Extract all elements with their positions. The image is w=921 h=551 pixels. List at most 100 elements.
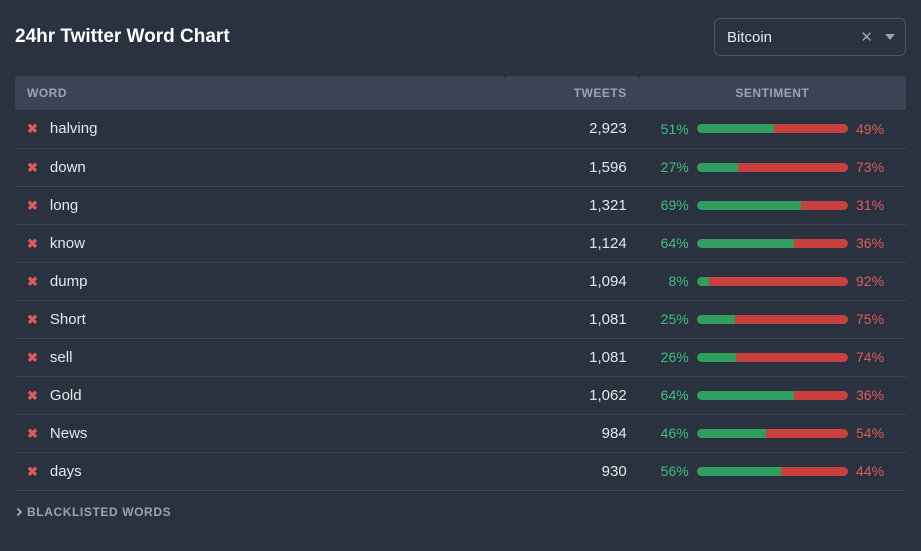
word-text: Short xyxy=(50,311,86,328)
word-cell: ✖ know xyxy=(15,224,505,262)
word-cell: ✖down xyxy=(15,148,505,186)
page-title: 24hr Twitter Word Chart xyxy=(15,26,230,48)
word-cell: ✖ sell xyxy=(15,338,505,376)
word-text: sell xyxy=(50,349,73,366)
word-text: halving xyxy=(50,120,98,137)
tweets-count: 930 xyxy=(505,452,639,490)
negative-percent: 74% xyxy=(856,349,894,365)
positive-percent: 64% xyxy=(651,235,689,251)
column-header-sentiment[interactable]: SENTIMENT xyxy=(639,76,906,110)
sentiment-cell: 51%49% xyxy=(639,110,906,148)
negative-percent: 44% xyxy=(856,463,894,479)
sentiment-bar xyxy=(697,467,848,476)
header-bar: 24hr Twitter Word Chart Bitcoin ✕ xyxy=(15,18,906,56)
negative-percent: 75% xyxy=(856,311,894,327)
positive-percent: 26% xyxy=(651,349,689,365)
negative-percent: 54% xyxy=(856,425,894,441)
tweets-count: 1,124 xyxy=(505,224,639,262)
positive-percent: 69% xyxy=(651,197,689,213)
word-cell: ✖ long xyxy=(15,186,505,224)
remove-word-icon[interactable]: ✖ xyxy=(27,313,38,326)
negative-percent: 73% xyxy=(856,159,894,175)
word-text: Gold xyxy=(50,387,82,404)
chevron-down-icon[interactable] xyxy=(885,34,895,40)
sentiment-bar xyxy=(697,124,848,133)
sentiment-bar xyxy=(697,315,848,324)
table-row: ✖ halving 2,92351%49% xyxy=(15,110,906,148)
table-row: ✖ dump 1,094 8% 92% xyxy=(15,262,906,300)
word-text: long xyxy=(50,197,78,214)
word-table: WORD TWEETS SENTIMENT ✖ halving 2,92351%49… xyxy=(15,76,906,491)
sentiment-cell: 46% 54% xyxy=(639,414,906,452)
positive-percent: 25% xyxy=(651,311,689,327)
positive-percent: 56% xyxy=(651,463,689,479)
remove-word-icon[interactable]: ✖ xyxy=(27,351,38,364)
remove-word-icon[interactable]: ✖ xyxy=(27,161,38,174)
column-header-word[interactable]: WORD xyxy=(15,76,505,110)
word-text: know xyxy=(50,235,85,252)
sentiment-bar xyxy=(697,391,848,400)
word-text: dump xyxy=(50,273,88,290)
negative-percent: 31% xyxy=(856,197,894,213)
table-row: ✖ long 1,321 69% 31% xyxy=(15,186,906,224)
positive-percent: 8% xyxy=(651,273,689,289)
sentiment-bar xyxy=(697,353,848,362)
close-icon[interactable]: ✕ xyxy=(854,28,879,46)
tweets-count: 1,596 xyxy=(505,148,639,186)
blacklisted-words-label: BLACKLISTED WORDS xyxy=(27,505,171,519)
remove-word-icon[interactable]: ✖ xyxy=(27,122,38,135)
table-row: ✖ News 984 46% 54% xyxy=(15,414,906,452)
table-row: ✖ know 1,124 64% 36% xyxy=(15,224,906,262)
sentiment-bar xyxy=(697,277,848,286)
sentiment-bar xyxy=(697,201,848,210)
remove-word-icon[interactable]: ✖ xyxy=(27,237,38,250)
asset-selector[interactable]: Bitcoin ✕ xyxy=(714,18,906,56)
sentiment-cell: 27% 73% xyxy=(639,148,906,186)
word-cell: ✖ Gold xyxy=(15,376,505,414)
asset-selector-value: Bitcoin xyxy=(727,29,854,46)
sentiment-cell: 8% 92% xyxy=(639,262,906,300)
positive-percent: 46% xyxy=(651,425,689,441)
column-header-tweets[interactable]: TWEETS xyxy=(505,76,639,110)
sentiment-cell: 64% 36% xyxy=(639,224,906,262)
negative-percent: 36% xyxy=(856,387,894,403)
sentiment-bar xyxy=(697,239,848,248)
word-text: News xyxy=(50,425,88,442)
word-cell: ✖ News xyxy=(15,414,505,452)
remove-word-icon[interactable]: ✖ xyxy=(27,389,38,402)
sentiment-cell: 69% 31% xyxy=(639,186,906,224)
remove-word-icon[interactable]: ✖ xyxy=(27,199,38,212)
tweets-count: 2,923 xyxy=(505,110,639,148)
word-cell: ✖ days xyxy=(15,452,505,490)
chevron-right-icon xyxy=(14,507,22,515)
sentiment-cell: 26% 74% xyxy=(639,338,906,376)
remove-word-icon[interactable]: ✖ xyxy=(27,465,38,478)
negative-percent: 36% xyxy=(856,235,894,251)
positive-percent: 27% xyxy=(651,159,689,175)
table-row: ✖ Gold 1,062 64% 36% xyxy=(15,376,906,414)
sentiment-cell: 25% 75% xyxy=(639,300,906,338)
negative-percent: 92% xyxy=(856,273,894,289)
word-text: days xyxy=(50,463,82,480)
table-row: ✖ sell 1,081 26% 74% xyxy=(15,338,906,376)
tweets-count: 1,081 xyxy=(505,338,639,376)
word-cell: ✖ Short xyxy=(15,300,505,338)
negative-percent: 49% xyxy=(856,121,894,137)
tweets-count: 984 xyxy=(505,414,639,452)
positive-percent: 64% xyxy=(651,387,689,403)
word-cell: ✖ dump xyxy=(15,262,505,300)
remove-word-icon[interactable]: ✖ xyxy=(27,427,38,440)
remove-word-icon[interactable]: ✖ xyxy=(27,275,38,288)
sentiment-bar xyxy=(697,429,848,438)
tweets-count: 1,062 xyxy=(505,376,639,414)
sentiment-cell: 64% 36% xyxy=(639,376,906,414)
table-row: ✖ days 930 56% 44% xyxy=(15,452,906,490)
sentiment-bar xyxy=(697,163,848,172)
table-row: ✖ Short 1,081 25% 75% xyxy=(15,300,906,338)
word-cell: ✖ halving xyxy=(15,110,505,148)
blacklisted-words-toggle[interactable]: BLACKLISTED WORDS xyxy=(15,505,906,519)
sentiment-cell: 56% 44% xyxy=(639,452,906,490)
tweets-count: 1,081 xyxy=(505,300,639,338)
tweets-count: 1,094 xyxy=(505,262,639,300)
tweets-count: 1,321 xyxy=(505,186,639,224)
